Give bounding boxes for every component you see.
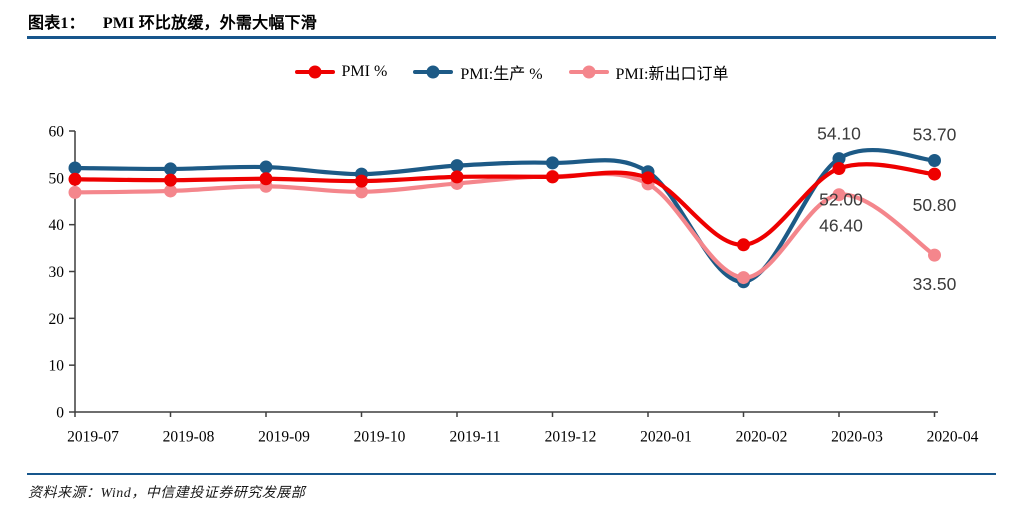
x-tick-label: 2019-07 bbox=[67, 429, 119, 446]
x-tick-label: 2019-12 bbox=[545, 429, 597, 446]
data-point-marker bbox=[259, 160, 273, 174]
data-point-label: 52.00 bbox=[819, 189, 863, 209]
legend-item-new-export-orders: PMI:新出口订单 bbox=[568, 60, 729, 84]
y-tick-label: 50 bbox=[49, 170, 65, 187]
y-tick-label: 0 bbox=[56, 405, 64, 422]
legend-item-pmi: PMI % bbox=[294, 63, 388, 81]
data-point-label: 33.50 bbox=[913, 274, 957, 294]
legend-dot-production-icon bbox=[426, 65, 440, 79]
x-tick-label: 2020-01 bbox=[640, 429, 692, 446]
data-point-marker bbox=[737, 238, 750, 252]
data-point-marker bbox=[546, 156, 559, 170]
data-point-marker bbox=[832, 188, 846, 202]
data-point-marker bbox=[68, 161, 82, 175]
data-point-marker bbox=[928, 154, 941, 168]
data-point-marker bbox=[450, 170, 464, 184]
data-point-marker bbox=[832, 161, 846, 175]
legend-marker-pmi-icon bbox=[294, 65, 335, 79]
figure-title: PMI 环比放缓，外需大幅下滑 bbox=[102, 15, 317, 32]
x-tick-label: 2019-09 bbox=[258, 429, 310, 446]
legend-marker-production-icon bbox=[413, 65, 454, 79]
x-tick-label: 2020-04 bbox=[927, 429, 979, 446]
legend-dot-pmi-icon bbox=[308, 65, 322, 79]
x-tick-label: 2019-10 bbox=[354, 429, 406, 446]
chart-legend: PMI % PMI:生产 % PMI:新出口订单 bbox=[0, 60, 1023, 84]
pmi-line-chart: 0 10 20 30 40 50 60 2019-07 2019-08 2019-09 2019-1… bbox=[49, 124, 979, 446]
series-line-2 bbox=[72, 171, 937, 280]
legend-label-new-export-orders: PMI:新出口订单 bbox=[615, 66, 729, 83]
data-point-marker bbox=[737, 271, 750, 285]
data-point-label: 46.40 bbox=[819, 216, 863, 236]
top-divider-line bbox=[27, 36, 996, 39]
y-tick-label: 10 bbox=[49, 358, 65, 375]
legend-label-production: PMI:生产 % bbox=[460, 66, 543, 83]
data-point-marker bbox=[68, 172, 82, 186]
x-tick-label: 2019-08 bbox=[163, 429, 215, 446]
data-point-marker bbox=[355, 174, 368, 188]
data-point-marker bbox=[259, 172, 273, 186]
bottom-divider-line bbox=[27, 473, 996, 475]
data-point-marker bbox=[164, 173, 177, 187]
y-tick-label: 30 bbox=[49, 264, 65, 281]
legend-dot-new-export-orders-icon bbox=[582, 65, 596, 79]
data-point-marker bbox=[164, 162, 177, 176]
data-point-marker bbox=[68, 185, 82, 199]
data-point-marker bbox=[355, 185, 368, 199]
data-point-marker bbox=[164, 184, 177, 198]
figure-number-label: 图表1： bbox=[28, 15, 85, 32]
data-point-marker bbox=[450, 159, 464, 173]
y-tick-label: 20 bbox=[49, 311, 65, 328]
figure-header: 图表1： PMI 环比放缓，外需大幅下滑 bbox=[28, 9, 317, 33]
series-line-1 bbox=[72, 148, 937, 284]
source-note: 资料来源：Wind，中信建投证券研究发展部 bbox=[28, 486, 306, 501]
data-point-label: 54.10 bbox=[817, 124, 861, 144]
data-point-marker bbox=[546, 170, 559, 184]
data-point-marker bbox=[832, 152, 846, 166]
y-tick-label: 60 bbox=[49, 124, 65, 141]
data-point-marker bbox=[928, 248, 941, 262]
legend-item-production: PMI:生产 % bbox=[413, 60, 543, 84]
x-tick-label: 2020-02 bbox=[736, 429, 788, 446]
x-tick-label: 2019-11 bbox=[449, 429, 500, 446]
data-point-marker bbox=[641, 171, 655, 185]
data-point-label: 50.80 bbox=[913, 195, 957, 215]
legend-label-pmi: PMI % bbox=[341, 63, 388, 80]
data-point-marker bbox=[928, 167, 941, 181]
legend-marker-new-export-orders-icon bbox=[568, 65, 609, 79]
x-tick-label: 2020-03 bbox=[831, 429, 883, 446]
series-line-0 bbox=[72, 162, 937, 247]
y-tick-label: 40 bbox=[49, 217, 65, 234]
data-point-label: 53.70 bbox=[913, 125, 957, 145]
